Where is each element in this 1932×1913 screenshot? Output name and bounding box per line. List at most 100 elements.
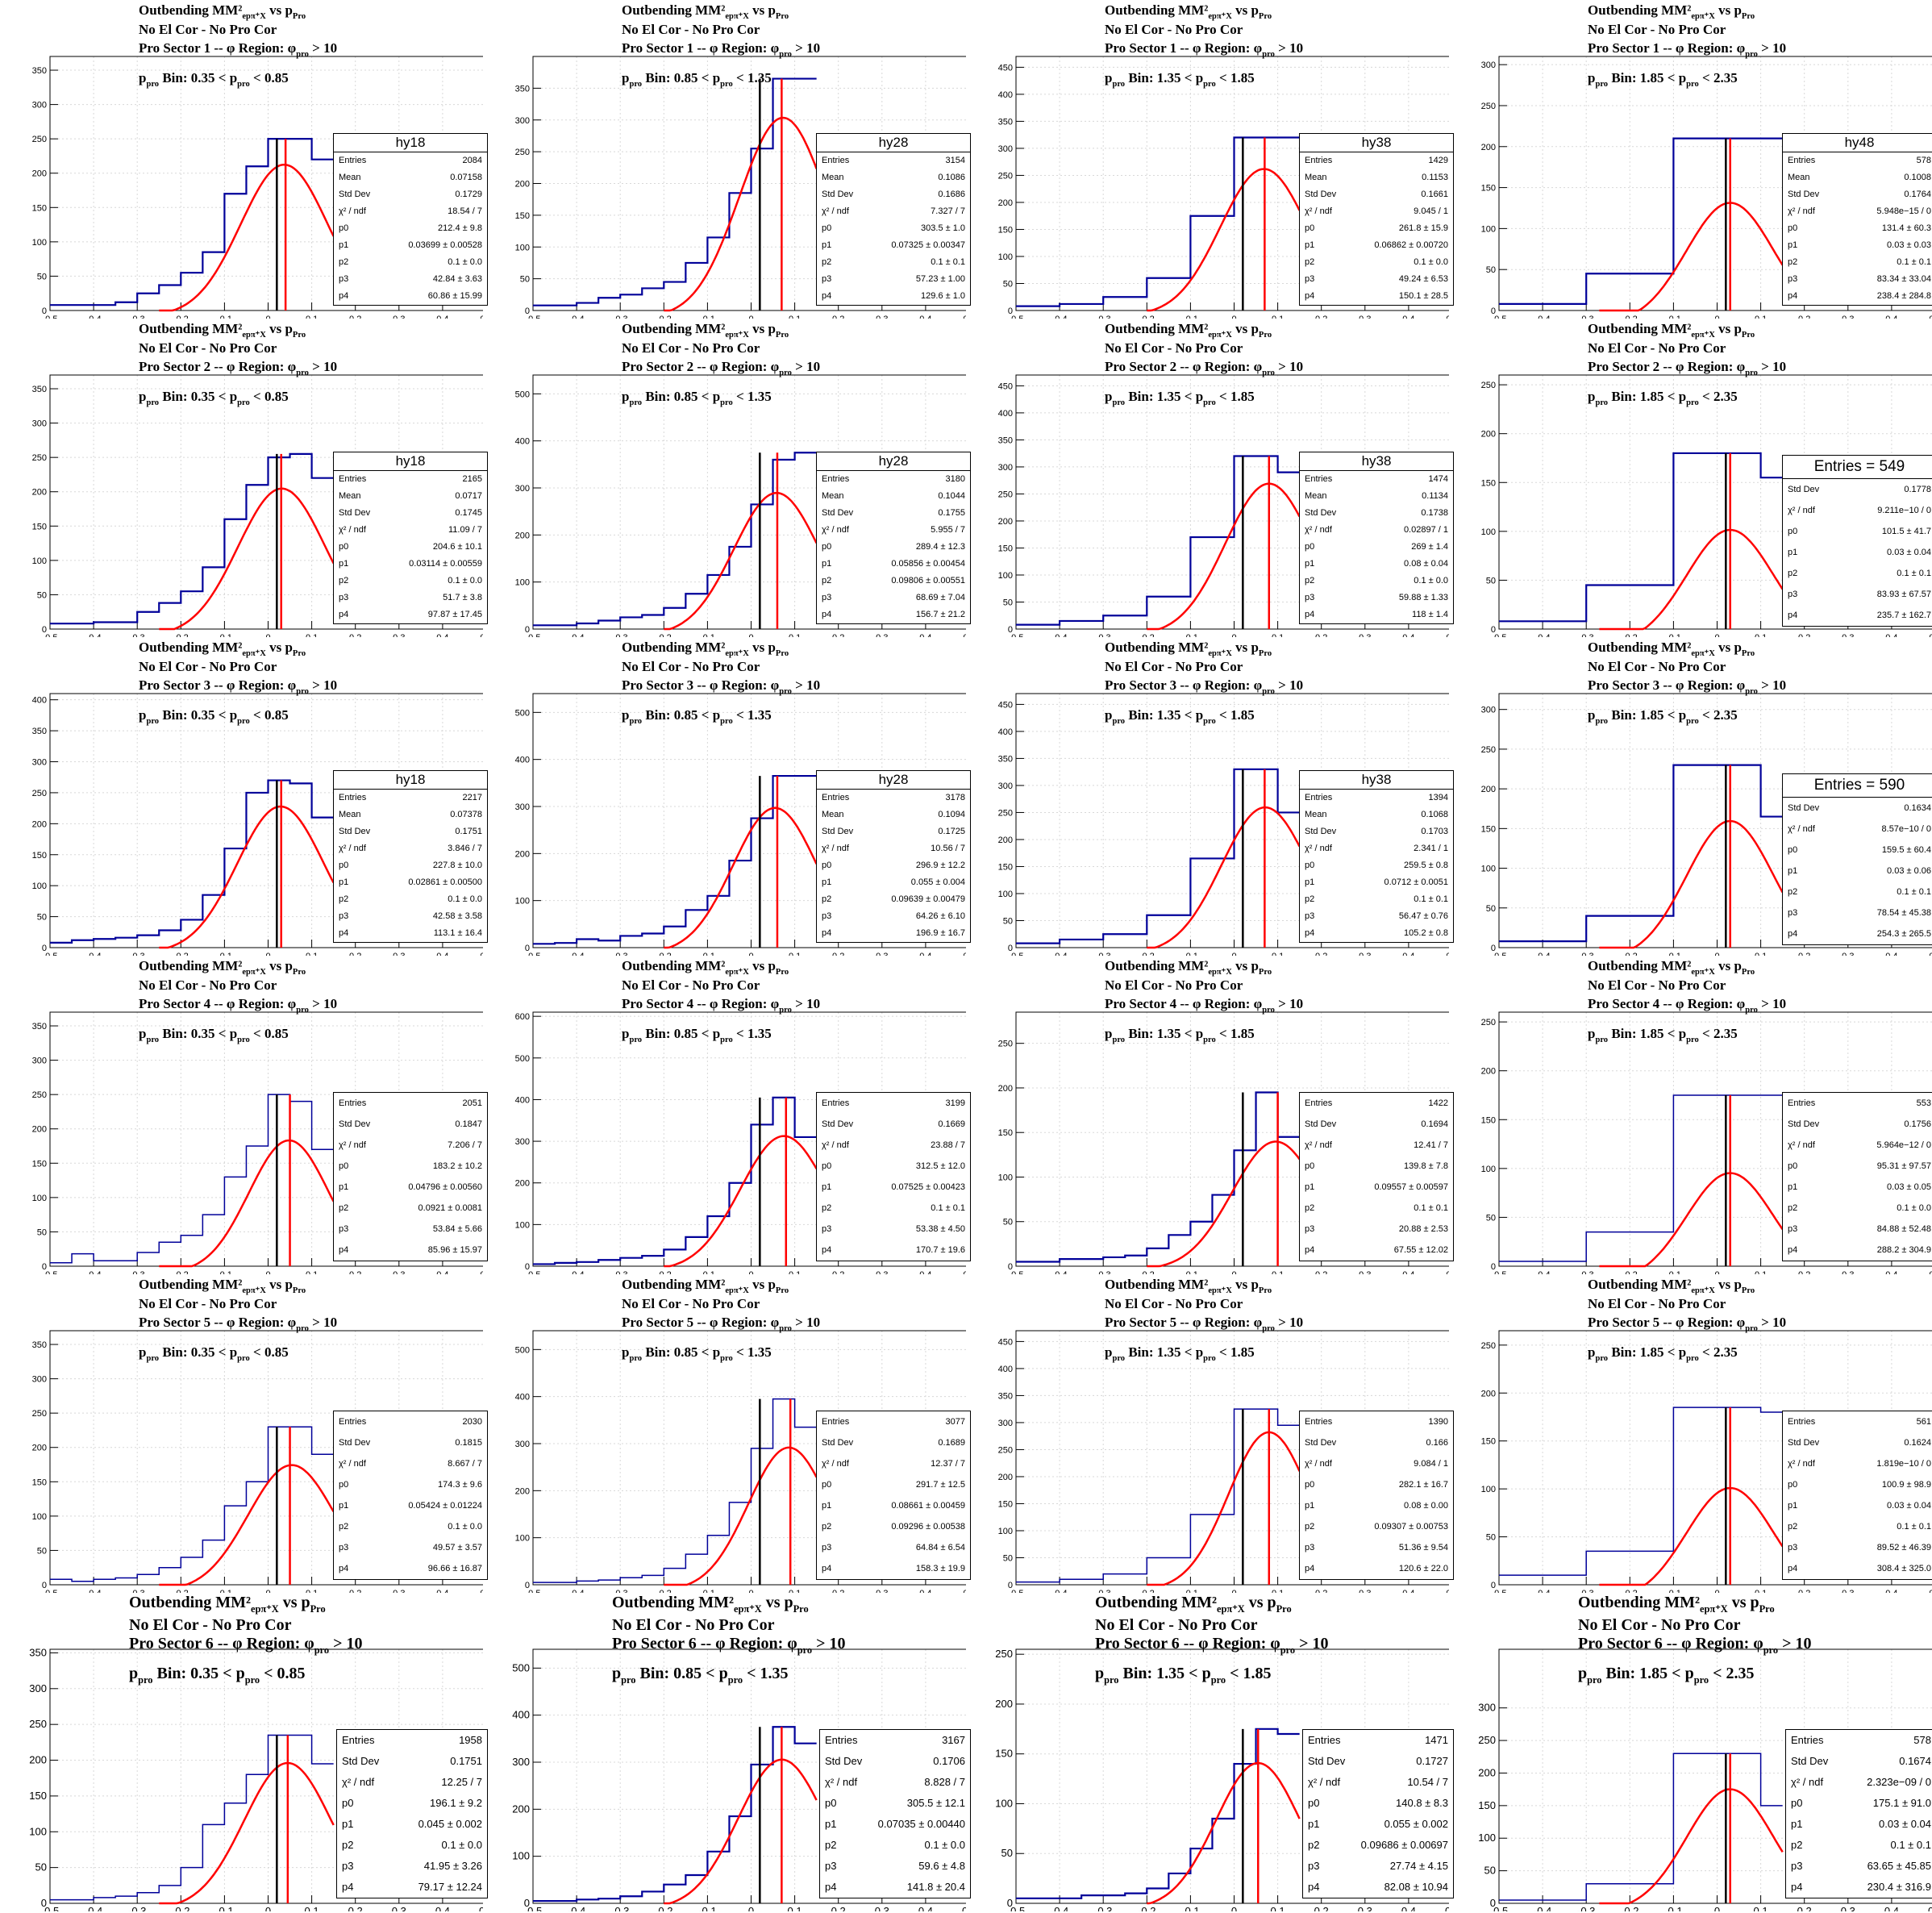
x-tick-label: 0.1	[306, 633, 318, 637]
stats-row: p1 0.03 ± 0.04	[1783, 542, 1932, 563]
y-tick-label: 200	[1481, 430, 1496, 440]
stats-value: 238.4 ± 284.8	[1876, 291, 1931, 301]
stats-value: 3180	[945, 474, 965, 484]
x-tick-label: -0.3	[1579, 952, 1594, 956]
stats-key: Mean	[822, 173, 844, 182]
stats-row: p1 0.09557 ± 0.00597	[1300, 1177, 1453, 1198]
x-tick-label: -0.2	[1139, 952, 1155, 956]
fit-curve	[1147, 1431, 1301, 1586]
x-tick-label: 0.5	[1929, 1589, 1932, 1593]
stats-value: 42.58 ± 3.58	[432, 911, 482, 921]
y-tick-label: 0	[42, 625, 47, 635]
chart-title: Outbending MM²epπ⁺X vs pPro	[622, 321, 789, 340]
y-tick-label: 100	[1481, 865, 1496, 874]
stats-key: p1	[1305, 559, 1315, 569]
correction-label: No El Cor - No Pro Cor	[129, 1616, 292, 1634]
x-tick-label: -0.1	[1183, 315, 1198, 319]
x-tick-label: 0	[265, 633, 270, 637]
y-tick-label: 300	[32, 758, 47, 768]
chart-title: Outbending MM²epπ⁺X vs pPro	[1588, 2, 1755, 21]
stats-row: Std Dev 0.1727	[1303, 1751, 1453, 1772]
x-tick-label: -0.2	[1622, 1270, 1638, 1274]
sector-label: Pro Sector 6 -- φ Region: φpro > 10	[129, 1635, 363, 1656]
stats-value: 261.8 ± 15.9	[1398, 223, 1448, 233]
stats-key: Std Dev	[822, 1119, 854, 1129]
x-tick-label: 0.4	[436, 1270, 448, 1274]
histogram-name: hy28	[817, 134, 970, 152]
y-tick-label: 0	[525, 944, 530, 953]
y-tick-label: 300	[32, 1375, 47, 1385]
y-tick-label: 150	[32, 522, 47, 531]
stats-value: 0.1 ± 0.1	[1414, 1203, 1448, 1213]
y-tick-label: 0	[1008, 306, 1013, 316]
stats-key: Std Dev	[822, 190, 854, 199]
chart-title: Outbending MM²epπ⁺X vs pPro	[622, 2, 789, 21]
x-tick-label: -0.3	[611, 1905, 629, 1911]
x-tick-label: 0.1	[789, 1589, 801, 1593]
stats-key: p4	[822, 1245, 832, 1255]
stats-key: Entries	[822, 474, 850, 484]
stats-value: 288.2 ± 304.9	[1876, 1245, 1931, 1255]
stats-key: p2	[1305, 257, 1315, 267]
x-tick-label: 0.5	[1446, 633, 1449, 637]
stats-box: hy18 Entries 2165 Mean 0.0717 Std Dev 0.1745 χ²…	[333, 452, 488, 624]
x-tick-label: -0.2	[656, 1589, 672, 1593]
stats-row: p2 0.1 ± 0.0	[1300, 254, 1453, 271]
y-tick-label: 500	[512, 1661, 530, 1673]
stats-key: p4	[1305, 291, 1315, 301]
fit-curve	[1147, 482, 1301, 631]
y-tick-label: 100	[515, 897, 530, 906]
stats-key: Std Dev	[822, 1438, 854, 1448]
stats-key: p1	[339, 1182, 349, 1192]
stats-row: p4 196.9 ± 16.7	[817, 925, 970, 942]
y-tick-label: 100	[1481, 1165, 1496, 1174]
stats-key: χ² / ndf	[822, 525, 849, 535]
y-tick-label: 50	[37, 272, 47, 281]
x-tick-label: 0	[265, 315, 270, 319]
x-tick-label: 0.2	[1798, 1589, 1810, 1593]
sector-label: Pro Sector 4 -- φ Region: φpro > 10	[1588, 996, 1787, 1015]
stats-key: Mean	[339, 491, 361, 501]
y-tick-label: 200	[515, 1486, 530, 1496]
stats-box: Entries 1958 Std Dev 0.1751 χ² / ndf 12.25 / …	[336, 1729, 488, 1898]
stats-key: χ² / ndf	[1305, 206, 1332, 216]
histogram-series	[1016, 1408, 1300, 1583]
stats-value: 3199	[945, 1098, 965, 1108]
stats-row: p0 303.5 ± 1.0	[817, 220, 970, 237]
stats-key: p2	[825, 1839, 837, 1851]
fit-curve	[159, 1139, 335, 1268]
stats-value: 101.5 ± 41.7	[1881, 527, 1931, 536]
y-tick-label: 300	[1481, 706, 1496, 715]
x-tick-label: -0.3	[1577, 1905, 1595, 1911]
correction-label: No El Cor - No Pro Cor	[1588, 659, 1726, 674]
histogram-name: hy28	[817, 771, 970, 790]
stats-value: 5.948e−15 / 0	[1876, 206, 1931, 216]
x-tick-label: 0	[748, 1270, 753, 1274]
stats-value: 159.5 ± 60.4	[1881, 845, 1931, 855]
stats-key: p2	[339, 257, 349, 267]
histogram-svg: 0 50 100 150 200 250 300 350 -0.5 -0.4 -0.3 -0.2 -0.…	[32, 56, 483, 319]
stats-row: p4 129.6 ± 1.0	[817, 288, 970, 305]
x-tick-label: -0.4	[569, 315, 585, 319]
momentum-bin-label: ppro Bin: 0.85 < ppro < 1.35	[622, 389, 772, 407]
y-tick-label: 350	[515, 84, 530, 94]
stats-value: 296.9 ± 12.2	[915, 861, 965, 870]
y-tick-label: 350	[998, 754, 1013, 764]
stats-value: 96.66 ± 16.87	[427, 1564, 482, 1573]
stats-key: Std Dev	[1791, 1755, 1829, 1767]
sector-label: Pro Sector 5 -- φ Region: φpro > 10	[622, 1315, 821, 1333]
stats-row: p0 261.8 ± 15.9	[1300, 220, 1453, 237]
stats-row: Entries 561	[1783, 1411, 1932, 1432]
x-tick-label: -0.4	[569, 1589, 585, 1593]
x-tick-label: -0.4	[1052, 952, 1068, 956]
stats-key: p0	[822, 542, 832, 552]
stats-box: Entries 578 Std Dev 0.1674 χ² / ndf 2.323e−09…	[1785, 1729, 1932, 1898]
stats-row: Entries = 549	[1783, 456, 1932, 479]
stats-value: 0.09806 ± 0.00551	[891, 576, 965, 586]
x-tick-label: 0.2	[349, 1270, 361, 1274]
stats-row: p3 83.34 ± 33.04	[1783, 271, 1932, 288]
correction-label: No El Cor - No Pro Cor	[139, 22, 277, 37]
x-tick-label: 0.1	[306, 1589, 318, 1593]
y-tick-label: 50	[1003, 1553, 1013, 1563]
stats-value: 0.1068	[1421, 810, 1448, 819]
